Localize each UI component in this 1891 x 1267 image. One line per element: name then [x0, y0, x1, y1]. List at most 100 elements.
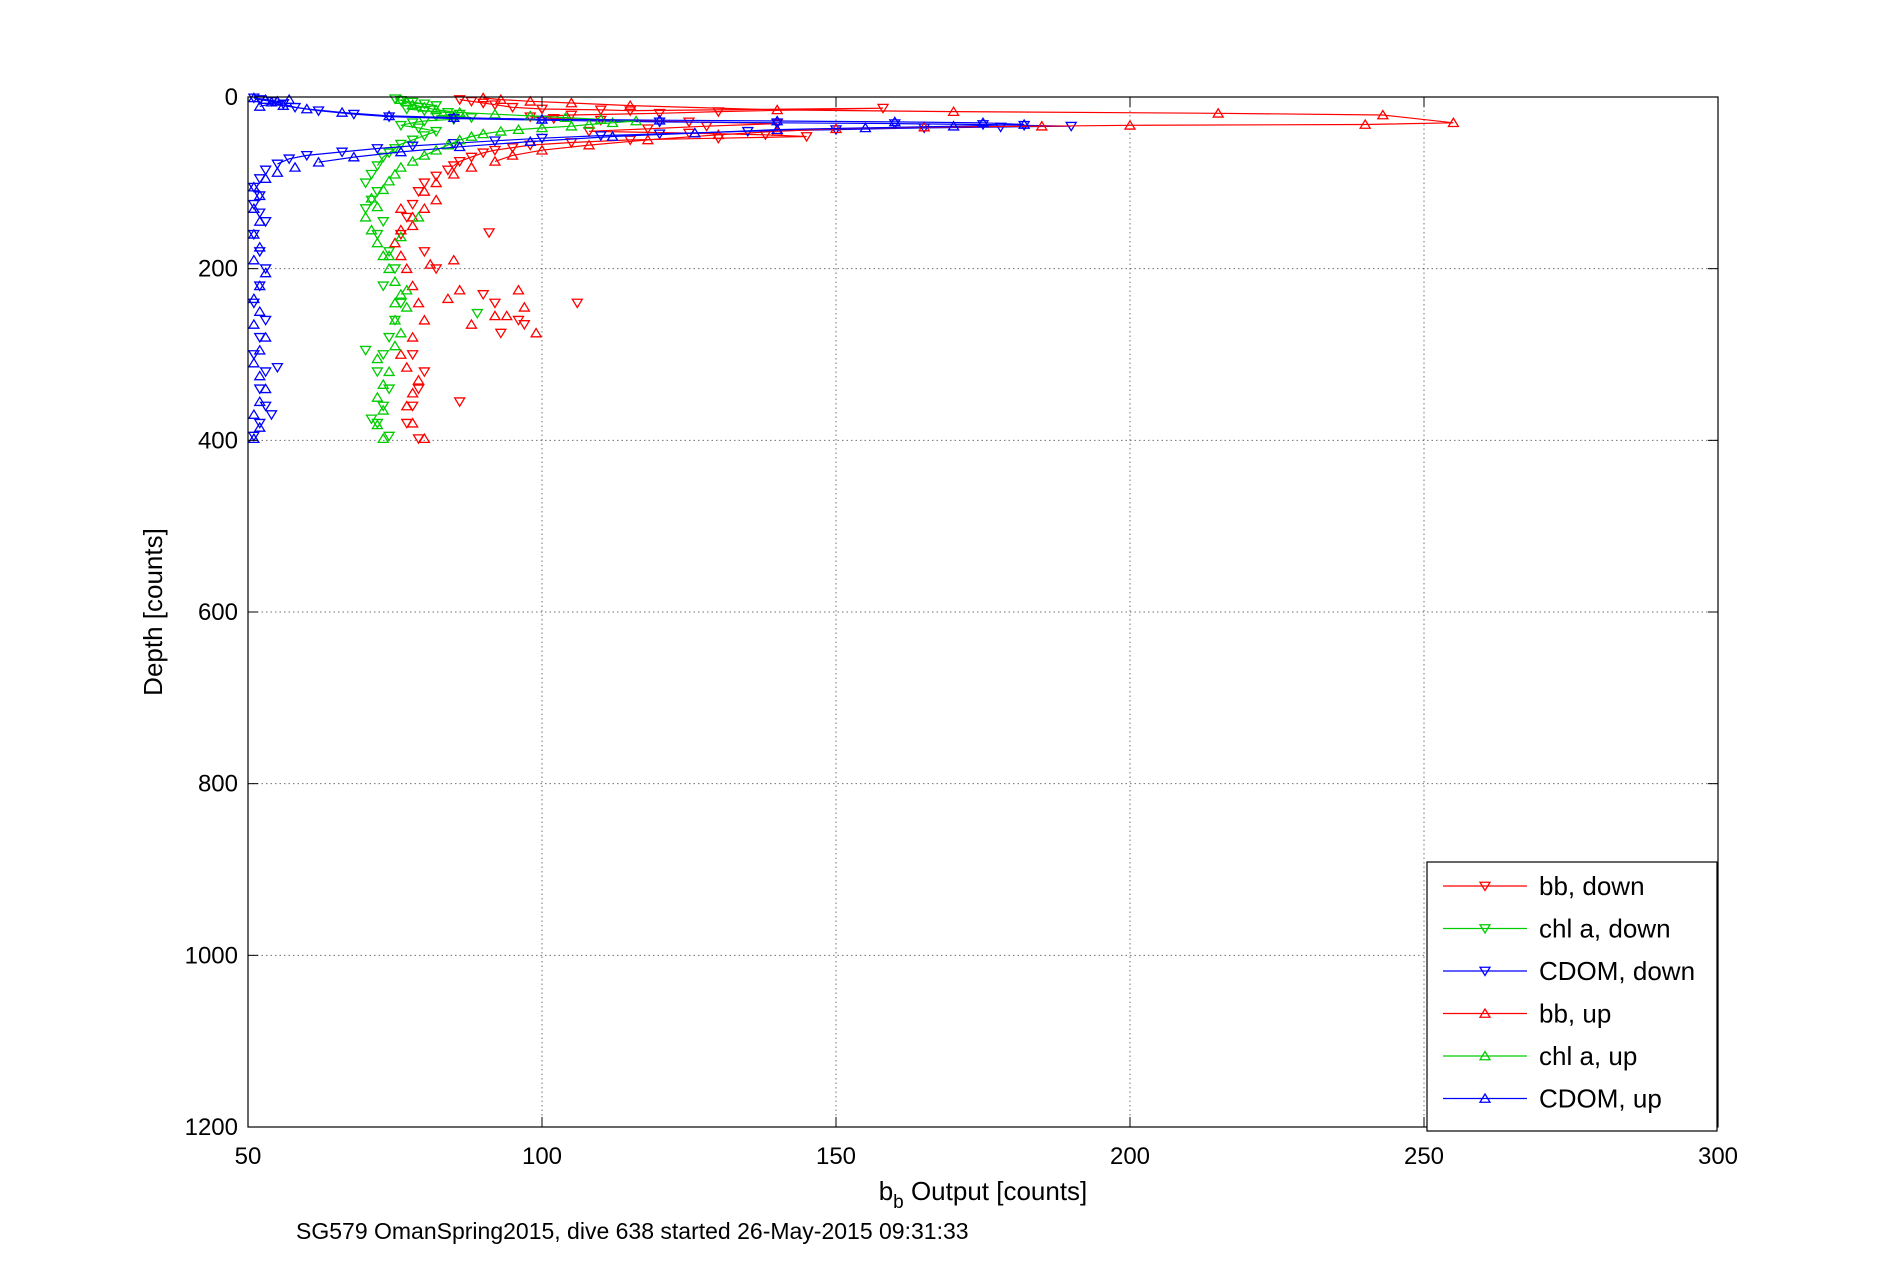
legend-swatch-marker: [1478, 966, 1492, 977]
data-point: [876, 103, 890, 114]
legend-swatch-marker: [1478, 1050, 1492, 1061]
data-point: [253, 189, 266, 201]
data-point: [447, 254, 460, 265]
data-point: [406, 135, 419, 146]
data-point: [1035, 120, 1048, 131]
data-point: [418, 178, 431, 189]
data-point: [365, 192, 378, 203]
data-point: [371, 391, 384, 402]
x-tick-label: 150: [816, 1143, 856, 1170]
data-point: [582, 118, 596, 129]
y-tick-label: 1200: [185, 1114, 238, 1141]
data-point: [430, 126, 443, 138]
data-point: [465, 318, 478, 329]
data-point: [394, 224, 408, 235]
data-point: [430, 111, 443, 122]
data-point: [518, 320, 531, 331]
x-tick-label: 250: [1404, 1143, 1444, 1170]
data-point: [377, 281, 390, 292]
data-point: [406, 155, 419, 166]
data-point: [247, 350, 261, 361]
data-point: [312, 106, 325, 117]
data-point: [388, 314, 402, 325]
y-tick-label: 1000: [185, 942, 238, 969]
data-point: [388, 275, 402, 286]
data-point: [388, 237, 402, 248]
data-point: [571, 298, 584, 309]
data-point: [535, 113, 549, 124]
legend-label: chl a, down: [1539, 914, 1671, 944]
data-point: [400, 361, 413, 372]
data-point: [259, 93, 272, 104]
legend-label: CDOM, up: [1539, 1084, 1662, 1114]
data-point: [888, 119, 901, 130]
data-point: [430, 264, 443, 275]
data-point: [377, 404, 390, 415]
data-point: [477, 148, 490, 159]
data-point: [382, 247, 396, 258]
data-point: [406, 350, 419, 361]
data-point: [535, 122, 549, 133]
data-point: [1123, 119, 1137, 130]
data-point: [412, 384, 425, 395]
data-point: [453, 106, 466, 117]
data-point: [412, 374, 425, 385]
data-point: [1376, 109, 1389, 120]
data-point: [606, 116, 619, 128]
data-point: [394, 120, 408, 132]
data-point: [394, 250, 408, 261]
data-point: [524, 95, 537, 106]
data-point: [382, 332, 396, 344]
data-point: [371, 419, 384, 430]
data-point: [253, 305, 266, 316]
legend-swatch-marker: [1478, 1092, 1492, 1103]
data-point: [430, 171, 443, 182]
data-point: [947, 105, 960, 116]
data-point: [453, 284, 466, 295]
data-point: [359, 345, 372, 356]
series-5: [247, 92, 1031, 444]
data-point: [506, 102, 519, 114]
legend-label: chl a, up: [1539, 1041, 1637, 1071]
data-point: [565, 97, 578, 108]
data-point: [624, 99, 637, 110]
data-point: [394, 229, 408, 241]
data-point: [512, 123, 525, 135]
data-point: [418, 247, 431, 258]
data-point: [371, 161, 384, 172]
data-point: [253, 247, 266, 258]
data-point: [512, 284, 525, 295]
legend-label: bb, down: [1539, 871, 1645, 901]
data-point: [453, 397, 466, 408]
chart-caption: SG579 OmanSpring2015, dive 638 started 2…: [296, 1218, 969, 1244]
data-point: [259, 367, 272, 378]
data-point: [641, 134, 654, 145]
grid: [248, 97, 1718, 1127]
y-tick-label: 400: [198, 427, 238, 454]
data-point: [406, 199, 419, 211]
data-point: [247, 432, 261, 444]
data-point: [741, 126, 754, 138]
data-point: [418, 185, 431, 196]
data-point: [365, 414, 378, 425]
data-point: [653, 108, 666, 120]
data-point: [247, 431, 261, 442]
data-point: [382, 365, 396, 377]
data-point: [506, 149, 519, 160]
data-point: [271, 95, 284, 106]
data-point: [535, 144, 549, 155]
data-point: [494, 328, 507, 339]
legend-label: bb, up: [1539, 999, 1611, 1029]
data-point: [259, 264, 272, 275]
data-point: [382, 110, 396, 121]
data-point: [453, 134, 466, 145]
data-point: [253, 215, 266, 226]
data-point: [1018, 118, 1031, 129]
data-point: [447, 111, 460, 122]
data-point: [377, 378, 390, 389]
data-point: [253, 100, 266, 111]
legend: bb, down chl a, down CDOM, down bb, up chl a…: [1426, 861, 1718, 1132]
series-line-5: [253, 97, 1025, 163]
data-point: [400, 400, 413, 411]
data-point: [418, 202, 431, 213]
